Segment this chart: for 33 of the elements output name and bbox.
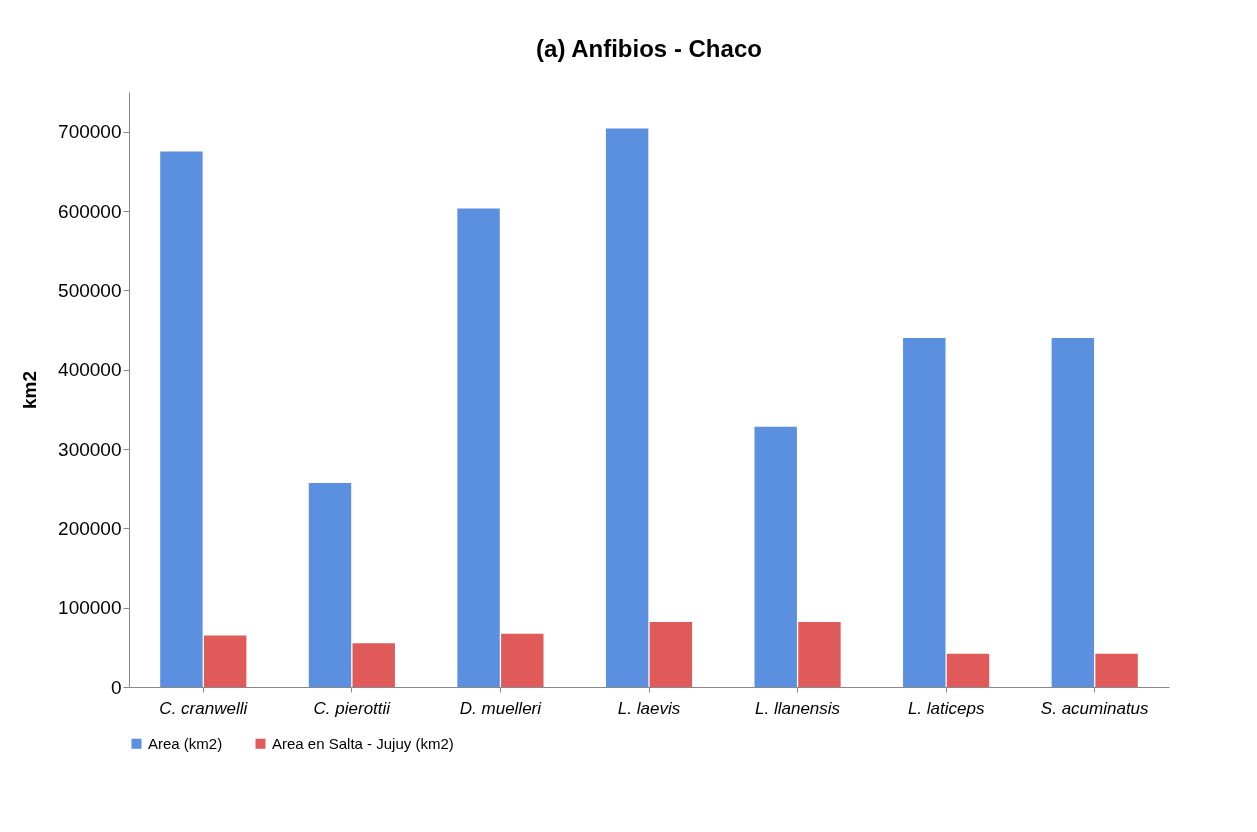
bar [308, 483, 352, 687]
bar [457, 208, 500, 687]
y-axis-title: km2 [19, 370, 41, 410]
y-tick-label: 200000 [58, 517, 122, 539]
bar [1095, 653, 1138, 687]
x-tick-label: L. llanensis [755, 698, 841, 718]
x-tick-label: S. acuminatus [1040, 698, 1150, 718]
y-tick-label: 100000 [58, 597, 122, 619]
bar [1051, 337, 1095, 687]
x-tick-label: D. muelleri [459, 698, 543, 718]
bar [798, 621, 841, 687]
bar [903, 337, 946, 687]
bar [501, 633, 544, 687]
bar [649, 621, 693, 687]
bar [946, 653, 990, 687]
bar [605, 128, 649, 687]
legend-label: Area (km2) [148, 734, 223, 752]
y-tick-label: 700000 [58, 121, 122, 143]
bar [160, 151, 203, 687]
legend-label: Area en Salta - Jujuy (km2) [272, 734, 454, 752]
x-tick-label: C. cranwelli [159, 698, 249, 718]
x-tick-label: C. pierottii [313, 698, 392, 718]
bar [352, 643, 395, 687]
chart-title: (a) Anfibios - Chaco [536, 35, 762, 62]
y-tick-label: 400000 [58, 359, 122, 381]
y-tick-label: 500000 [58, 279, 122, 301]
bar [203, 635, 247, 687]
x-tick-label: L. laticeps [907, 698, 985, 718]
x-tick-label: L. laevis [617, 698, 681, 718]
y-tick-label: 300000 [58, 438, 122, 460]
bar [754, 426, 797, 687]
y-tick-label: 600000 [58, 200, 122, 222]
y-tick-label: 0 [110, 676, 122, 698]
